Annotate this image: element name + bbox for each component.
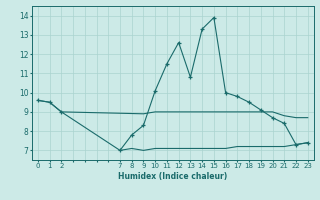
X-axis label: Humidex (Indice chaleur): Humidex (Indice chaleur) — [118, 172, 228, 181]
